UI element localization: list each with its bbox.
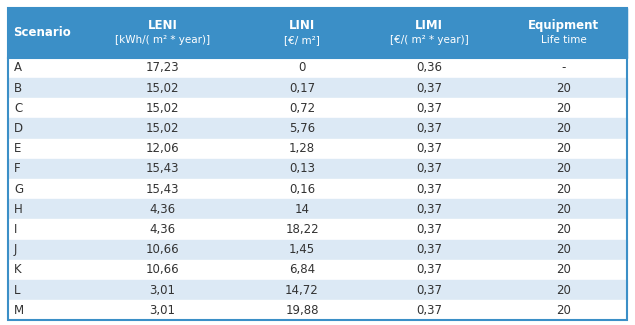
Bar xyxy=(8,159,627,179)
Text: G: G xyxy=(14,183,23,196)
Text: -: - xyxy=(561,61,566,74)
Text: 19,88: 19,88 xyxy=(285,304,319,317)
Text: 15,43: 15,43 xyxy=(146,162,179,176)
Text: 20: 20 xyxy=(556,263,572,276)
Text: 20: 20 xyxy=(556,223,572,236)
Text: J: J xyxy=(14,243,17,256)
Text: [€/( m² * year)]: [€/( m² * year)] xyxy=(390,35,469,45)
Text: 0,13: 0,13 xyxy=(289,162,315,176)
Text: M: M xyxy=(14,304,24,317)
Text: H: H xyxy=(14,203,23,216)
Bar xyxy=(8,260,627,280)
Bar xyxy=(8,98,627,118)
Text: Scenario: Scenario xyxy=(13,26,70,39)
Text: [kWh/( m² * year)]: [kWh/( m² * year)] xyxy=(115,35,210,45)
Text: LENI: LENI xyxy=(148,19,178,32)
Text: 17,23: 17,23 xyxy=(146,61,180,74)
Text: 0,36: 0,36 xyxy=(416,61,442,74)
Text: I: I xyxy=(14,223,17,236)
Text: 20: 20 xyxy=(556,284,572,297)
Text: 0,37: 0,37 xyxy=(416,304,442,317)
Text: K: K xyxy=(14,263,22,276)
Text: 20: 20 xyxy=(556,304,572,317)
Text: 20: 20 xyxy=(556,203,572,216)
Text: 12,06: 12,06 xyxy=(146,142,180,155)
Text: 0,37: 0,37 xyxy=(416,183,442,196)
Text: A: A xyxy=(14,61,22,74)
Text: 15,02: 15,02 xyxy=(146,82,179,95)
Text: B: B xyxy=(14,82,22,95)
Text: 0,37: 0,37 xyxy=(416,82,442,95)
Text: [€/ m²]: [€/ m²] xyxy=(284,35,320,45)
Bar xyxy=(8,240,627,260)
Text: 20: 20 xyxy=(556,243,572,256)
Text: L: L xyxy=(14,284,20,297)
Text: 0,37: 0,37 xyxy=(416,203,442,216)
Text: 0,17: 0,17 xyxy=(289,82,315,95)
Text: LINI: LINI xyxy=(289,19,315,32)
Text: 3,01: 3,01 xyxy=(150,284,176,297)
Bar xyxy=(8,179,627,199)
Bar xyxy=(8,300,627,320)
Bar xyxy=(8,199,627,219)
Text: 0: 0 xyxy=(298,61,305,74)
Bar xyxy=(8,219,627,240)
Text: C: C xyxy=(14,102,22,115)
Text: 1,45: 1,45 xyxy=(289,243,315,256)
Text: 18,22: 18,22 xyxy=(285,223,319,236)
Text: 0,37: 0,37 xyxy=(416,162,442,176)
Text: F: F xyxy=(14,162,20,176)
Text: E: E xyxy=(14,142,22,155)
Bar xyxy=(8,8,627,58)
Text: 0,37: 0,37 xyxy=(416,243,442,256)
Bar xyxy=(8,58,627,78)
Text: 0,16: 0,16 xyxy=(289,183,315,196)
Text: D: D xyxy=(14,122,23,135)
Text: 20: 20 xyxy=(556,183,572,196)
Bar xyxy=(8,118,627,138)
Text: 0,37: 0,37 xyxy=(416,122,442,135)
Text: 0,37: 0,37 xyxy=(416,223,442,236)
Text: 4,36: 4,36 xyxy=(150,223,176,236)
Text: 10,66: 10,66 xyxy=(146,243,180,256)
Bar xyxy=(8,78,627,98)
Text: 4,36: 4,36 xyxy=(150,203,176,216)
Bar xyxy=(8,138,627,159)
Text: 14: 14 xyxy=(295,203,309,216)
Text: 20: 20 xyxy=(556,82,572,95)
Text: 0,37: 0,37 xyxy=(416,142,442,155)
Text: 10,66: 10,66 xyxy=(146,263,180,276)
Text: 15,02: 15,02 xyxy=(146,102,179,115)
Text: 15,43: 15,43 xyxy=(146,183,179,196)
Text: 14,72: 14,72 xyxy=(285,284,319,297)
Text: 6,84: 6,84 xyxy=(289,263,315,276)
Text: 20: 20 xyxy=(556,122,572,135)
Text: 0,37: 0,37 xyxy=(416,102,442,115)
Text: 20: 20 xyxy=(556,142,572,155)
Text: 15,02: 15,02 xyxy=(146,122,179,135)
Text: 0,72: 0,72 xyxy=(289,102,315,115)
Text: Equipment: Equipment xyxy=(528,19,599,32)
Bar xyxy=(8,280,627,300)
Text: 20: 20 xyxy=(556,102,572,115)
Text: Life time: Life time xyxy=(541,35,587,45)
Text: 5,76: 5,76 xyxy=(289,122,315,135)
Text: 20: 20 xyxy=(556,162,572,176)
Text: 3,01: 3,01 xyxy=(150,304,176,317)
Text: 1,28: 1,28 xyxy=(289,142,315,155)
Text: 0,37: 0,37 xyxy=(416,284,442,297)
Text: LIMI: LIMI xyxy=(415,19,443,32)
Text: 0,37: 0,37 xyxy=(416,263,442,276)
